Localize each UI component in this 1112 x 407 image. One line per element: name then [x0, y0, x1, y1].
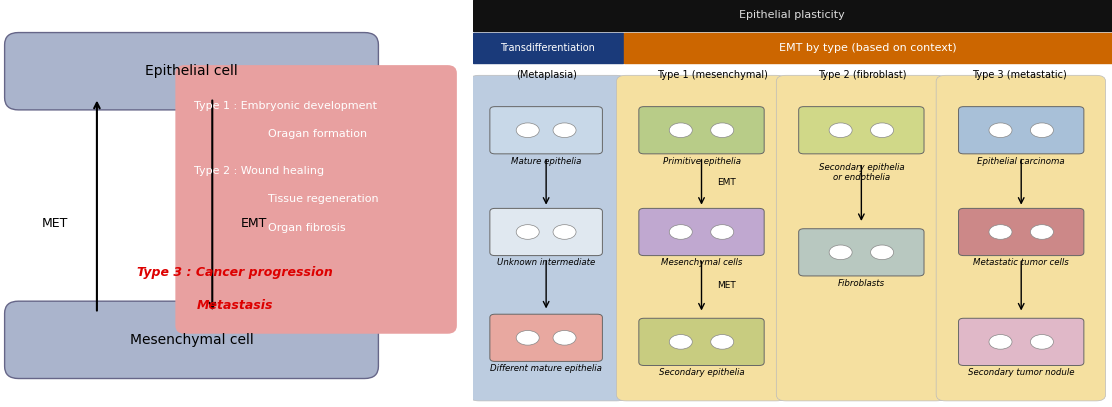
Circle shape [1031, 335, 1053, 349]
FancyBboxPatch shape [639, 107, 764, 154]
Circle shape [669, 335, 693, 349]
Bar [624, 33, 1112, 63]
Circle shape [516, 123, 539, 138]
Circle shape [830, 245, 852, 260]
FancyBboxPatch shape [639, 208, 764, 256]
Text: Transdifferentiation: Transdifferentiation [500, 43, 595, 53]
Text: Type 3 : Cancer progression: Type 3 : Cancer progression [138, 266, 334, 279]
Circle shape [711, 225, 734, 239]
Text: Metastasis: Metastasis [197, 299, 274, 312]
Circle shape [711, 335, 734, 349]
Circle shape [669, 225, 693, 239]
Text: Type 1 (mesenchymal): Type 1 (mesenchymal) [657, 70, 767, 80]
Text: Epithelial cell: Epithelial cell [146, 64, 238, 78]
Text: EMT by type (based on context): EMT by type (based on context) [780, 43, 957, 53]
Text: Mesenchymal cells: Mesenchymal cells [661, 258, 742, 267]
Circle shape [989, 123, 1012, 138]
Text: Type 3 (metastatic): Type 3 (metastatic) [972, 70, 1066, 80]
Bar [473, 33, 623, 63]
Text: Organ fibrosis: Organ fibrosis [268, 223, 346, 233]
Text: Unknown intermediate: Unknown intermediate [497, 258, 595, 267]
Text: Different mature epithelia: Different mature epithelia [490, 364, 602, 373]
Circle shape [1031, 225, 1053, 239]
FancyBboxPatch shape [959, 107, 1084, 154]
Text: Mature epithelia: Mature epithelia [510, 157, 582, 166]
Text: Metastatic tumor cells: Metastatic tumor cells [973, 258, 1069, 267]
Text: Fibroblasts: Fibroblasts [837, 279, 885, 288]
Text: Secondary epithelia
or endothelia: Secondary epithelia or endothelia [818, 163, 904, 182]
Bar [473, 0, 1112, 31]
Text: (Metaplasia): (Metaplasia) [516, 70, 576, 80]
Circle shape [669, 123, 693, 138]
Circle shape [871, 245, 894, 260]
FancyBboxPatch shape [639, 318, 764, 365]
Circle shape [516, 225, 539, 239]
Text: EMT: EMT [717, 177, 736, 187]
FancyBboxPatch shape [959, 208, 1084, 256]
Circle shape [553, 123, 576, 138]
Text: Oragan formation: Oragan formation [268, 129, 367, 139]
Circle shape [830, 123, 852, 138]
Circle shape [553, 330, 576, 345]
Text: MET: MET [717, 281, 736, 291]
Text: Type 2 : Wound healing: Type 2 : Wound healing [193, 166, 324, 176]
FancyBboxPatch shape [490, 107, 603, 154]
Text: Type 2 (fibroblast): Type 2 (fibroblast) [818, 70, 907, 80]
FancyBboxPatch shape [176, 65, 457, 334]
Text: EMT: EMT [240, 217, 267, 230]
FancyBboxPatch shape [490, 314, 603, 361]
FancyBboxPatch shape [4, 33, 378, 110]
FancyBboxPatch shape [490, 208, 603, 256]
FancyBboxPatch shape [959, 318, 1084, 365]
Circle shape [711, 123, 734, 138]
Text: Tissue regeneration: Tissue regeneration [268, 195, 378, 204]
Circle shape [1031, 123, 1053, 138]
Circle shape [516, 330, 539, 345]
Text: Type 1 : Embryonic development: Type 1 : Embryonic development [193, 101, 377, 111]
FancyBboxPatch shape [4, 301, 378, 379]
FancyBboxPatch shape [469, 75, 626, 401]
FancyBboxPatch shape [936, 75, 1105, 401]
Text: MET: MET [42, 217, 69, 230]
FancyBboxPatch shape [616, 75, 786, 401]
FancyBboxPatch shape [798, 229, 924, 276]
Text: Primitive epithelia: Primitive epithelia [663, 157, 741, 166]
FancyBboxPatch shape [798, 107, 924, 154]
Text: Epithelial carcinoma: Epithelial carcinoma [977, 157, 1065, 166]
FancyBboxPatch shape [776, 75, 946, 401]
Text: Epithelial plasticity: Epithelial plasticity [739, 10, 845, 20]
Text: Secondary tumor nodule: Secondary tumor nodule [967, 368, 1074, 377]
Circle shape [989, 225, 1012, 239]
Text: Secondary epithelia: Secondary epithelia [658, 368, 744, 377]
Text: Mesenchymal cell: Mesenchymal cell [130, 333, 254, 347]
Circle shape [871, 123, 894, 138]
Circle shape [553, 225, 576, 239]
Circle shape [989, 335, 1012, 349]
